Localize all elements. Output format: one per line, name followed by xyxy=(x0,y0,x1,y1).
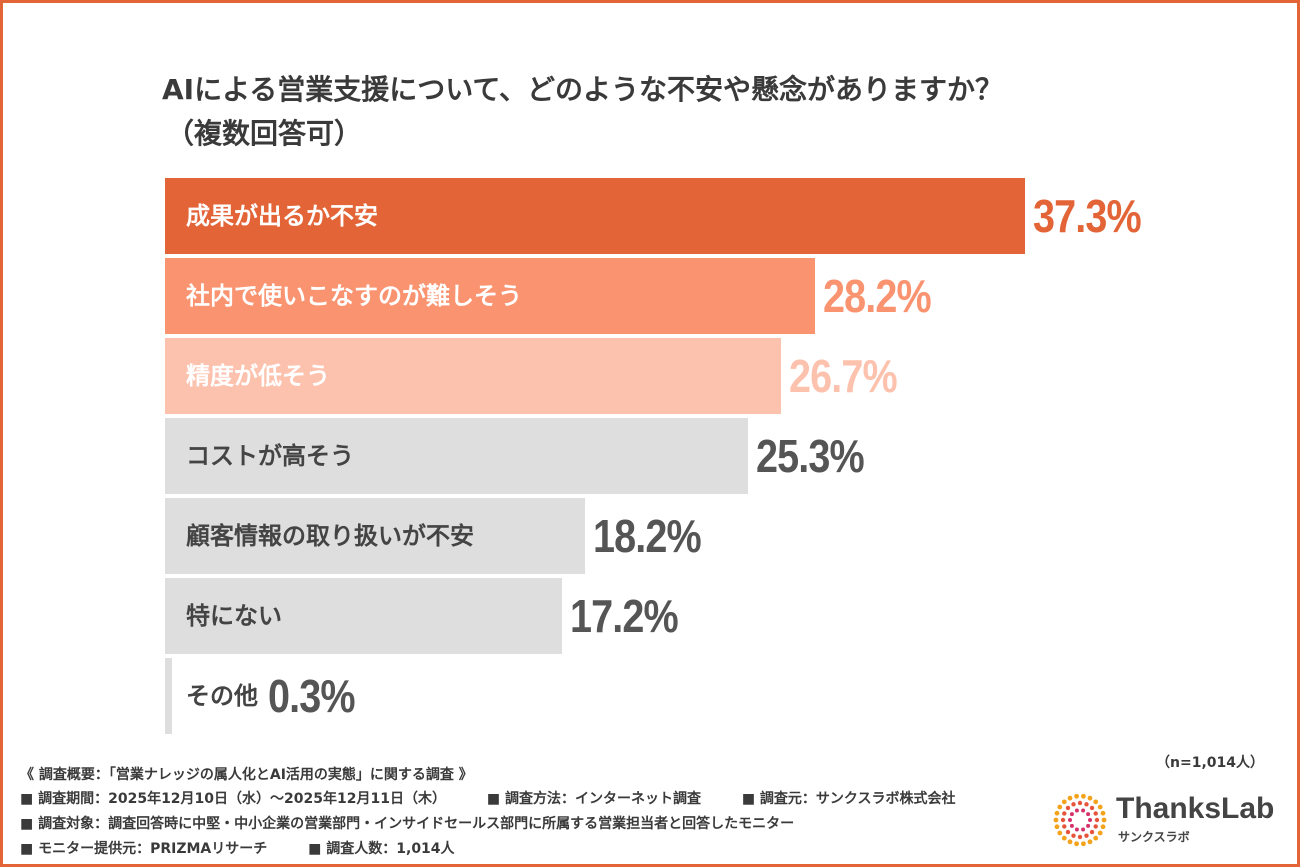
thankslab-logo-icon xyxy=(1053,793,1107,847)
bar-label-2: 社内で使いこなすのが難しそう xyxy=(186,282,522,310)
bar-label-6: 特にない xyxy=(186,602,282,630)
bar-label-4: コストが高そう xyxy=(186,442,354,470)
bar-value-label-3: 26.7% xyxy=(788,350,898,402)
footnote-row-1: ■ 調査期間：2025年12月10日（水）〜2025年12月11日（木） ■ 調… xyxy=(20,788,992,808)
bar-value-label-2: 28.2% xyxy=(823,270,932,322)
brand-name: ThanksLab xyxy=(1116,792,1275,825)
bar-label-5: 顧客情報の取り扱いが不安 xyxy=(186,522,474,550)
survey-period: ■ 調査期間：2025年12月10日（水）〜2025年12月11日（木） xyxy=(20,791,446,807)
bar-1 xyxy=(165,178,1025,254)
survey-method: ■ 調査方法：インターネット調査 xyxy=(486,791,701,807)
survey-respondents: ■ 調査人数：1,014人 xyxy=(308,841,455,857)
bar-6 xyxy=(165,578,562,654)
bar-7 xyxy=(165,658,172,734)
bar-2 xyxy=(165,258,816,334)
survey-title: 《 調査概要：「営業ナレッジの属人化とAI活用の実態」に関する調査 》 xyxy=(20,767,473,783)
bar-3 xyxy=(165,338,781,414)
sample-size-note: （n=1,014人） xyxy=(1156,755,1264,771)
bar-value-label-7: 0.3% xyxy=(268,670,356,722)
brand-sub: サンクスラボ xyxy=(1118,830,1190,844)
survey-target: ■ 調査対象：調査回答時に中堅・中小企業の営業部門・インサイドセールス部門に所属… xyxy=(20,816,795,832)
chart-subtitle: （複数回答可） xyxy=(166,117,363,150)
chart-title-text: AIによる営業支援について、どのような不安や懸念がありますか？ xyxy=(162,73,1004,106)
footnote-row-3: ■ モニター提供元：PRIZMAリサーチ ■ 調査人数：1,014人 xyxy=(20,838,491,858)
bar-value-label-4: 25.3% xyxy=(756,430,865,482)
bar-value-label-6: 17.2% xyxy=(569,590,679,642)
monitor-provider: ■ モニター提供元：PRIZMAリサーチ xyxy=(20,841,268,857)
chart-title: AIによる営業支援について、どのような不安や懸念がありますか？ （複数回答可） xyxy=(162,68,1003,156)
bar-value-label-1: 37.3% xyxy=(1033,190,1142,242)
bar-label-7: その他 xyxy=(186,682,258,710)
bar-label-3: 精度が低そう xyxy=(186,362,330,390)
bar-4 xyxy=(165,418,749,494)
survey-organizer: ■ 調査元：サンクスラボ株式会社 xyxy=(741,791,956,807)
bar-value-label-5: 18.2% xyxy=(592,510,702,562)
bar-5 xyxy=(165,498,585,574)
bar-label-1: 成果が出るか不安 xyxy=(186,202,378,230)
